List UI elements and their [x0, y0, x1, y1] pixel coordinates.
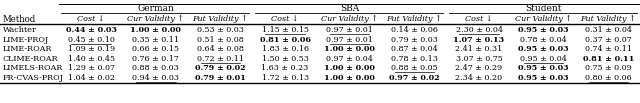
Text: 0.95 ± 0.03: 0.95 ± 0.03	[518, 74, 569, 82]
Text: 1.15 ± 0.15: 1.15 ± 0.15	[262, 26, 308, 34]
Text: 0.97 ± 0.04: 0.97 ± 0.04	[326, 55, 373, 63]
Text: 0.31 ± 0.04: 0.31 ± 0.04	[585, 26, 632, 34]
Text: Cost ↓: Cost ↓	[465, 15, 493, 23]
Text: 2.41 ± 0.31: 2.41 ± 0.31	[456, 45, 502, 53]
Text: 0.44 ± 0.03: 0.44 ± 0.03	[66, 26, 116, 34]
Text: Student: Student	[525, 4, 562, 13]
Text: 0.95 ± 0.03: 0.95 ± 0.03	[518, 64, 569, 72]
Text: 1.29 ± 0.07: 1.29 ± 0.07	[68, 64, 115, 72]
Text: 0.80 ± 0.06: 0.80 ± 0.06	[585, 74, 632, 82]
Text: Fut Validity ↑: Fut Validity ↑	[387, 15, 442, 23]
Text: 0.81 ± 0.11: 0.81 ± 0.11	[582, 55, 634, 63]
Text: 0.97 ± 0.01: 0.97 ± 0.01	[326, 26, 373, 34]
Text: FR-CVAS-PROJ: FR-CVAS-PROJ	[3, 74, 63, 82]
Text: LIME-PROJ: LIME-PROJ	[3, 36, 49, 44]
Text: 0.72 ± 0.11: 0.72 ± 0.11	[197, 55, 244, 63]
Text: Cost ↓: Cost ↓	[271, 15, 299, 23]
Text: 0.79 ± 0.03: 0.79 ± 0.03	[391, 36, 438, 44]
Text: 1.50 ± 0.53: 1.50 ± 0.53	[262, 55, 308, 63]
Text: 0.37 ± 0.07: 0.37 ± 0.07	[585, 36, 632, 44]
Text: 1.09 ± 0.19: 1.09 ± 0.19	[68, 45, 115, 53]
Text: 0.87 ± 0.04: 0.87 ± 0.04	[391, 45, 438, 53]
Text: German: German	[138, 4, 174, 13]
Text: 0.94 ± 0.03: 0.94 ± 0.03	[132, 74, 179, 82]
Text: Cur Validity ↑: Cur Validity ↑	[515, 15, 572, 23]
Text: 0.79 ± 0.01: 0.79 ± 0.01	[195, 74, 246, 82]
Text: 2.47 ± 0.29: 2.47 ± 0.29	[456, 64, 502, 72]
Text: 1.00 ± 0.00: 1.00 ± 0.00	[324, 74, 375, 82]
Text: Fut Validity ↑: Fut Validity ↑	[580, 15, 636, 23]
Text: SBA: SBA	[340, 4, 360, 13]
Text: 0.51 ± 0.08: 0.51 ± 0.08	[197, 36, 244, 44]
Text: Cost ↓: Cost ↓	[77, 15, 105, 23]
Text: Cur Validity ↑: Cur Validity ↑	[127, 15, 184, 23]
Text: LIMELS-ROAR: LIMELS-ROAR	[3, 64, 63, 72]
Text: 0.14 ± 0.06: 0.14 ± 0.06	[391, 26, 438, 34]
Text: 1.00 ± 0.00: 1.00 ± 0.00	[131, 26, 181, 34]
Text: 3.07 ± 0.75: 3.07 ± 0.75	[456, 55, 502, 63]
Text: 1.00 ± 0.00: 1.00 ± 0.00	[324, 64, 375, 72]
Text: 0.75 ± 0.09: 0.75 ± 0.09	[585, 64, 632, 72]
Text: 0.88 ± 0.03: 0.88 ± 0.03	[132, 64, 179, 72]
Text: 2.30 ± 0.04: 2.30 ± 0.04	[456, 26, 502, 34]
Text: Wachter: Wachter	[3, 26, 36, 34]
Text: Fut Validity ↑: Fut Validity ↑	[193, 15, 248, 23]
Text: Method: Method	[3, 15, 36, 24]
Text: 2.34 ± 0.20: 2.34 ± 0.20	[456, 74, 502, 82]
Text: 0.97 ± 0.02: 0.97 ± 0.02	[389, 74, 440, 82]
Text: 0.35 ± 0.11: 0.35 ± 0.11	[132, 36, 179, 44]
Text: 1.40 ± 0.45: 1.40 ± 0.45	[68, 55, 115, 63]
Text: 0.81 ± 0.06: 0.81 ± 0.06	[260, 36, 310, 44]
Text: 0.76 ± 0.17: 0.76 ± 0.17	[132, 55, 179, 63]
Text: 0.66 ± 0.15: 0.66 ± 0.15	[132, 45, 179, 53]
Text: CLIME-ROAR: CLIME-ROAR	[3, 55, 58, 63]
Text: 1.07 ± 0.13: 1.07 ± 0.13	[454, 36, 504, 44]
Text: 0.64 ± 0.08: 0.64 ± 0.08	[197, 45, 244, 53]
Text: 1.04 ± 0.02: 1.04 ± 0.02	[68, 74, 115, 82]
Text: 1.63 ± 0.23: 1.63 ± 0.23	[262, 64, 308, 72]
Text: 1.83 ± 0.16: 1.83 ± 0.16	[262, 45, 308, 53]
Text: LIME-ROAR: LIME-ROAR	[3, 45, 52, 53]
Text: 0.95 ± 0.03: 0.95 ± 0.03	[518, 45, 569, 53]
Text: 0.88 ± 0.05: 0.88 ± 0.05	[391, 64, 438, 72]
Text: 0.78 ± 0.04: 0.78 ± 0.04	[520, 36, 567, 44]
Text: 0.95 ± 0.03: 0.95 ± 0.03	[518, 26, 569, 34]
Text: 1.00 ± 0.00: 1.00 ± 0.00	[324, 45, 375, 53]
Text: 0.95 ± 0.04: 0.95 ± 0.04	[520, 55, 567, 63]
Text: 0.79 ± 0.02: 0.79 ± 0.02	[195, 64, 246, 72]
Text: 0.45 ± 0.10: 0.45 ± 0.10	[68, 36, 115, 44]
Text: 0.74 ± 0.11: 0.74 ± 0.11	[585, 45, 632, 53]
Text: 0.78 ± 0.13: 0.78 ± 0.13	[391, 55, 438, 63]
Text: 1.72 ± 0.13: 1.72 ± 0.13	[262, 74, 308, 82]
Text: 0.97 ± 0.01: 0.97 ± 0.01	[326, 36, 373, 44]
Text: Cur Validity ↑: Cur Validity ↑	[321, 15, 378, 23]
Text: 0.53 ± 0.03: 0.53 ± 0.03	[197, 26, 244, 34]
